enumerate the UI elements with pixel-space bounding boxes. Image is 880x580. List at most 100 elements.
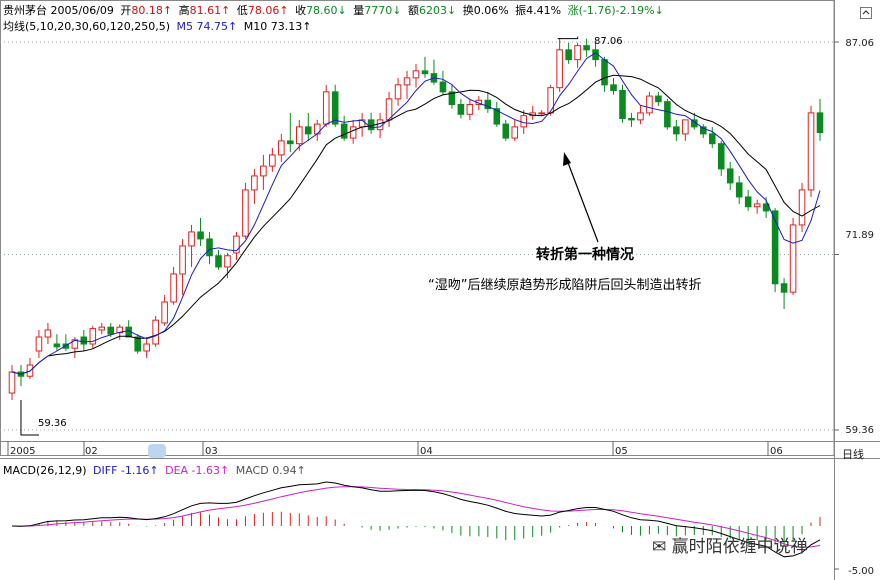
diff-line bbox=[11, 481, 821, 558]
candle-up bbox=[403, 77, 411, 86]
candle-up bbox=[161, 301, 168, 324]
high-price-mark: 87.06 bbox=[594, 36, 623, 47]
candle-down bbox=[484, 99, 492, 110]
candle-up bbox=[260, 165, 267, 177]
annotation-title: 转折第一种情况 bbox=[536, 247, 634, 263]
candle-down bbox=[664, 101, 671, 128]
candle-down bbox=[708, 133, 716, 145]
candle-up bbox=[296, 126, 303, 145]
close-value: 78.60↓ bbox=[306, 4, 347, 17]
candle-down bbox=[780, 283, 788, 293]
annotation-arrowhead bbox=[563, 152, 571, 166]
candle-down bbox=[628, 117, 635, 121]
candle-up bbox=[44, 329, 52, 338]
price-panel-frame bbox=[0, 0, 835, 456]
candle-down bbox=[700, 126, 707, 135]
candle-up bbox=[789, 224, 797, 293]
candle-up bbox=[242, 189, 249, 237]
candle-up bbox=[224, 255, 231, 268]
candle-down bbox=[717, 143, 725, 170]
high-value: 81.61↑ bbox=[189, 4, 231, 17]
candle-up bbox=[179, 245, 186, 275]
candle-up bbox=[188, 231, 195, 247]
candle-up bbox=[358, 119, 366, 128]
x-tick-02: 02 bbox=[85, 446, 98, 457]
candle-up bbox=[574, 45, 581, 61]
candle-up bbox=[556, 49, 563, 89]
candle-up bbox=[547, 87, 554, 114]
x-tick-2005: 2005 bbox=[10, 446, 36, 457]
quote-date: 2005/06/09 bbox=[50, 4, 114, 17]
candle-down bbox=[726, 168, 734, 184]
watermark: ✉ 赢时陌依缠中说禅 bbox=[652, 532, 808, 557]
open-label: 开 bbox=[120, 4, 132, 17]
candle-up bbox=[322, 91, 330, 125]
macd-legend: MACD(26,12,9) DIFF -1.16↑ DEA -1.63↑ MAC… bbox=[3, 464, 306, 478]
ma-label: 均线(5,10,20,30,60,120,250,5) bbox=[3, 20, 171, 33]
expand-icon[interactable] bbox=[860, 4, 872, 19]
candle-up bbox=[143, 343, 150, 352]
candle-down bbox=[62, 343, 70, 349]
low-price-mark: 59.36 bbox=[38, 418, 67, 429]
candle-down bbox=[80, 336, 88, 345]
candle-down bbox=[287, 140, 294, 145]
ma5-value: M5 74.75↑ bbox=[176, 20, 238, 33]
open-value: 80.18↑ bbox=[131, 4, 173, 17]
candle-up bbox=[269, 154, 276, 167]
candle-up bbox=[251, 175, 258, 191]
candle-up bbox=[637, 112, 644, 121]
volume-value: 7770↓ bbox=[364, 4, 402, 17]
amount-label: 额 bbox=[408, 4, 419, 17]
candle-down bbox=[673, 126, 680, 135]
candle-down bbox=[816, 112, 824, 133]
candle-down bbox=[771, 210, 779, 285]
candle-down bbox=[493, 108, 501, 125]
candle-up bbox=[385, 98, 393, 121]
change-label: 涨 bbox=[567, 4, 579, 17]
macd-y-bottom: -5.00 bbox=[848, 566, 874, 577]
low-marker-line bbox=[20, 400, 39, 436]
amplitude-value: 4.41% bbox=[526, 4, 562, 17]
candle-down bbox=[134, 336, 141, 352]
time-scroll-thumb[interactable] bbox=[148, 444, 166, 458]
candle-up bbox=[89, 328, 97, 345]
stock-name: 贵州茅台 bbox=[3, 4, 47, 17]
amplitude-label: 振 bbox=[515, 4, 527, 17]
candle-down bbox=[367, 119, 375, 131]
y-tick-top: 87.06 bbox=[845, 38, 874, 49]
candle-up bbox=[394, 84, 402, 100]
volume-label: 量 bbox=[353, 4, 365, 17]
candle-up bbox=[646, 95, 653, 114]
candle-up bbox=[233, 235, 240, 254]
y-tick-mid: 71.89 bbox=[845, 230, 874, 241]
annotation-arrow bbox=[566, 159, 599, 243]
candle-up bbox=[682, 119, 689, 135]
candle-up bbox=[412, 70, 420, 79]
candle-up bbox=[520, 115, 528, 128]
ma-legend: 均线(5,10,20,30,60,120,250,5) M5 74.75↑ M1… bbox=[3, 20, 311, 34]
dea-value: DEA -1.63↑ bbox=[165, 464, 230, 477]
period-label[interactable]: 日线 bbox=[842, 448, 864, 461]
close-label: 收 bbox=[295, 4, 307, 17]
macd-value: MACD 0.94↑ bbox=[235, 464, 306, 477]
low-value: 78.06↑ bbox=[247, 4, 289, 17]
candle-up bbox=[798, 189, 806, 226]
candle-up bbox=[152, 319, 159, 345]
candle-up bbox=[538, 112, 545, 115]
x-tick-06: 06 bbox=[770, 446, 783, 457]
candle-up bbox=[807, 112, 815, 191]
candle-up bbox=[8, 371, 16, 394]
candle-down bbox=[197, 231, 204, 240]
amount-value: 6203↓ bbox=[419, 4, 457, 17]
candle-up bbox=[753, 203, 761, 208]
candle-up bbox=[170, 273, 177, 303]
candle-up bbox=[35, 336, 43, 352]
candle-down bbox=[565, 49, 572, 61]
candle-up bbox=[511, 126, 519, 139]
change-value: (-1.76)-2.19%↓ bbox=[578, 4, 664, 17]
candle-down bbox=[331, 91, 339, 125]
candle-down bbox=[744, 196, 752, 208]
diff-value: DIFF -1.16↑ bbox=[93, 464, 159, 477]
candle-up bbox=[466, 103, 474, 115]
